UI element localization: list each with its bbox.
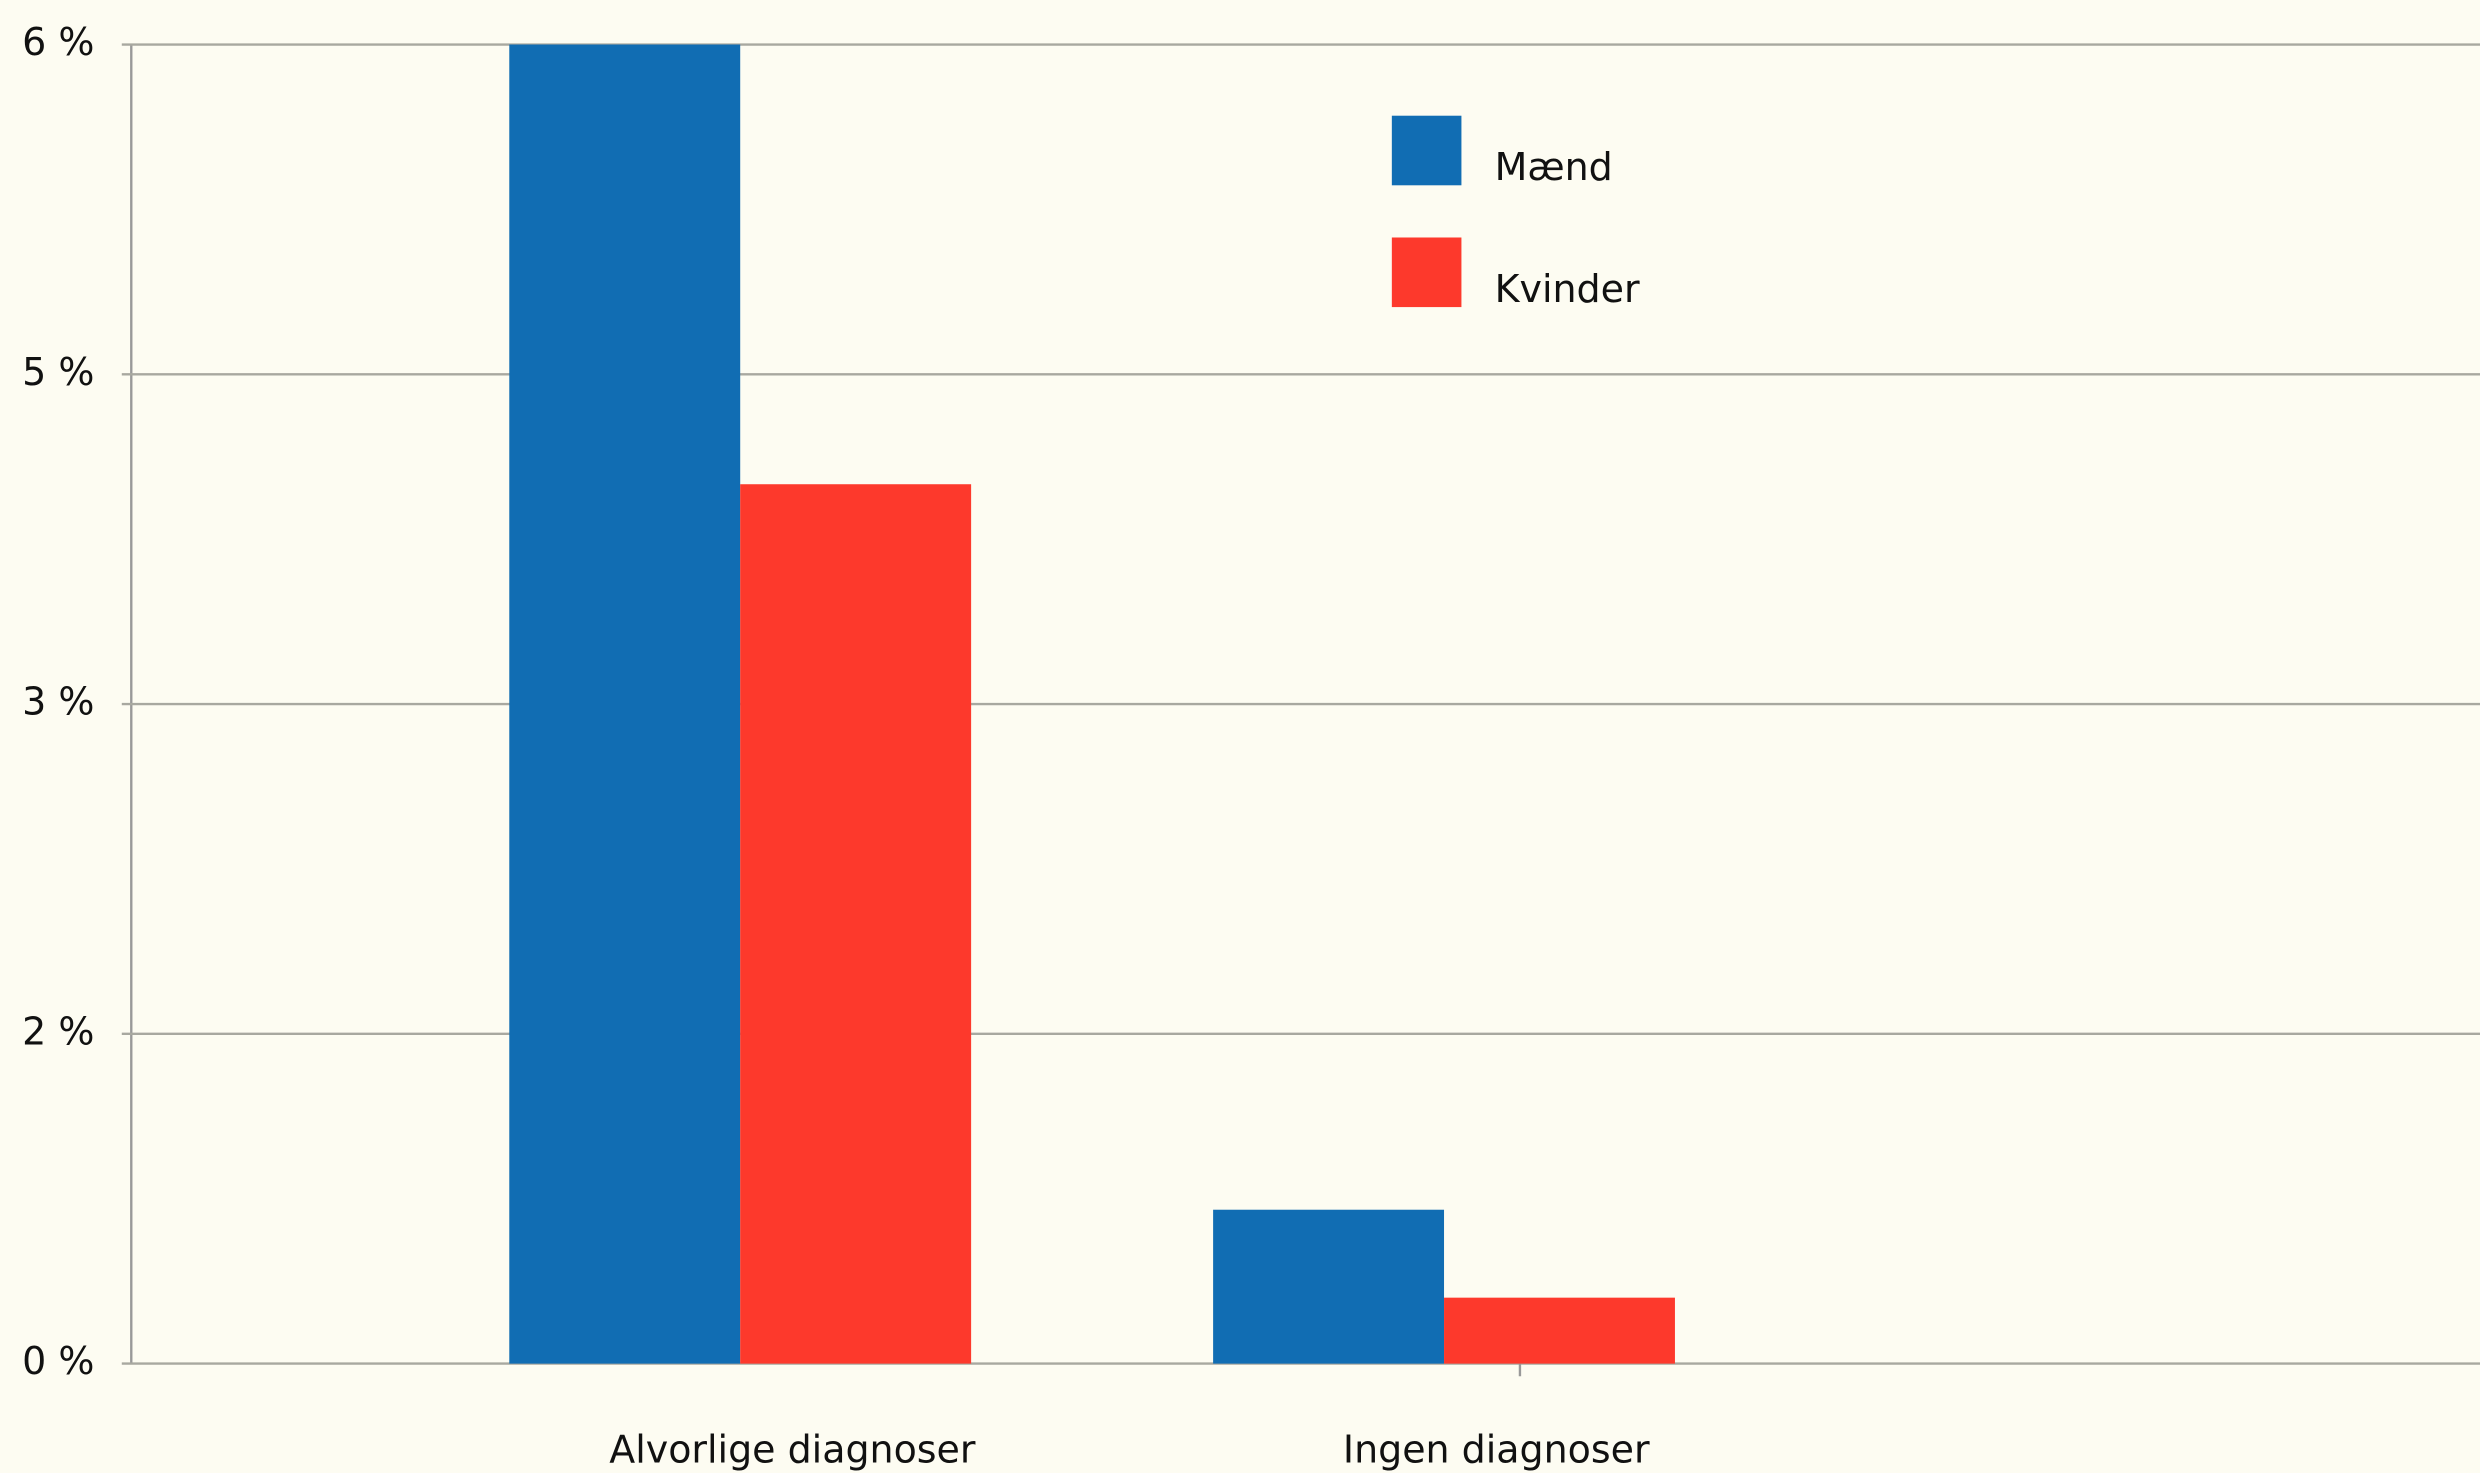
- x-tick-label: Alvorlige diagnoser: [609, 1428, 976, 1472]
- y-tick-label: 6 %: [22, 20, 94, 64]
- bar: [509, 44, 741, 1364]
- y-tick-label: 0 %: [22, 1339, 94, 1383]
- y-tick-label: 2 %: [22, 1009, 94, 1053]
- x-tick-label: Ingen diagnoser: [1343, 1428, 1650, 1472]
- bar: [1213, 1209, 1445, 1364]
- y-tick-label: 5 %: [22, 350, 94, 394]
- bar: [1444, 1297, 1675, 1364]
- y-tick-label: 3 %: [22, 680, 94, 724]
- legend-swatch: [1391, 237, 1462, 308]
- bar: [740, 484, 972, 1364]
- legend-label: Kvinder: [1495, 267, 1640, 311]
- legend-label: Mænd: [1495, 145, 1613, 189]
- legend-swatch: [1391, 115, 1462, 186]
